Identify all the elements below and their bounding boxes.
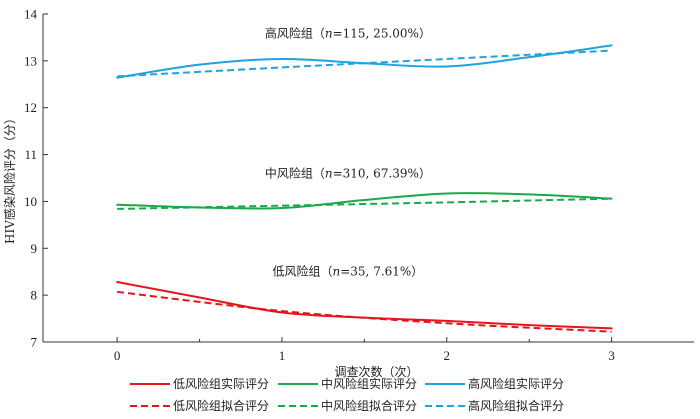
x-tick-label: 1 [279, 348, 286, 363]
y-tick-label: 9 [31, 241, 38, 256]
y-tick-label: 12 [24, 100, 37, 115]
y-tick-label: 11 [24, 147, 37, 162]
legend-label-5: 中风险组拟合评分 [321, 398, 417, 413]
series-line-4 [117, 290, 612, 333]
legend-label-2: 中风险组实际评分 [321, 376, 417, 391]
group-annotation-1: 高风险组（n=115, 25.00%） [265, 26, 431, 41]
x-tick-label: 3 [608, 348, 615, 363]
legend-label-3: 高风险组实际评分 [468, 376, 564, 391]
group-annotation-2: 中风险组（n=310, 67.39%） [265, 165, 431, 180]
y-tick-label: 13 [24, 53, 37, 68]
series-line-5 [117, 197, 612, 210]
series-line-3 [116, 44, 613, 79]
plot-area [116, 44, 613, 333]
y-axis-title: HIV感染风险评分（分） [2, 112, 17, 244]
annotations: 高风险组（n=115, 25.00%） 中风险组（n=310, 67.39%） 低风… [265, 26, 431, 279]
legend-label-4: 低风险组拟合评分 [173, 398, 269, 413]
group-annotation-3: 低风险组（n=35, 7.61%） [272, 264, 423, 279]
y-tick-label: 10 [24, 194, 37, 209]
x-tick-label: 0 [114, 348, 121, 363]
y-tick-label: 8 [31, 288, 38, 303]
series-line-6 [117, 49, 612, 78]
x-axis-title: 调查次数（次） [334, 364, 418, 379]
series-line-1 [116, 281, 613, 330]
x-tick-label: 2 [444, 348, 451, 363]
y-tick-label: 14 [24, 7, 38, 22]
y-tick-label: 7 [31, 335, 38, 350]
legend-label-1: 低风险组实际评分 [173, 376, 269, 391]
legend-label-6: 高风险组拟合评分 [468, 398, 564, 413]
